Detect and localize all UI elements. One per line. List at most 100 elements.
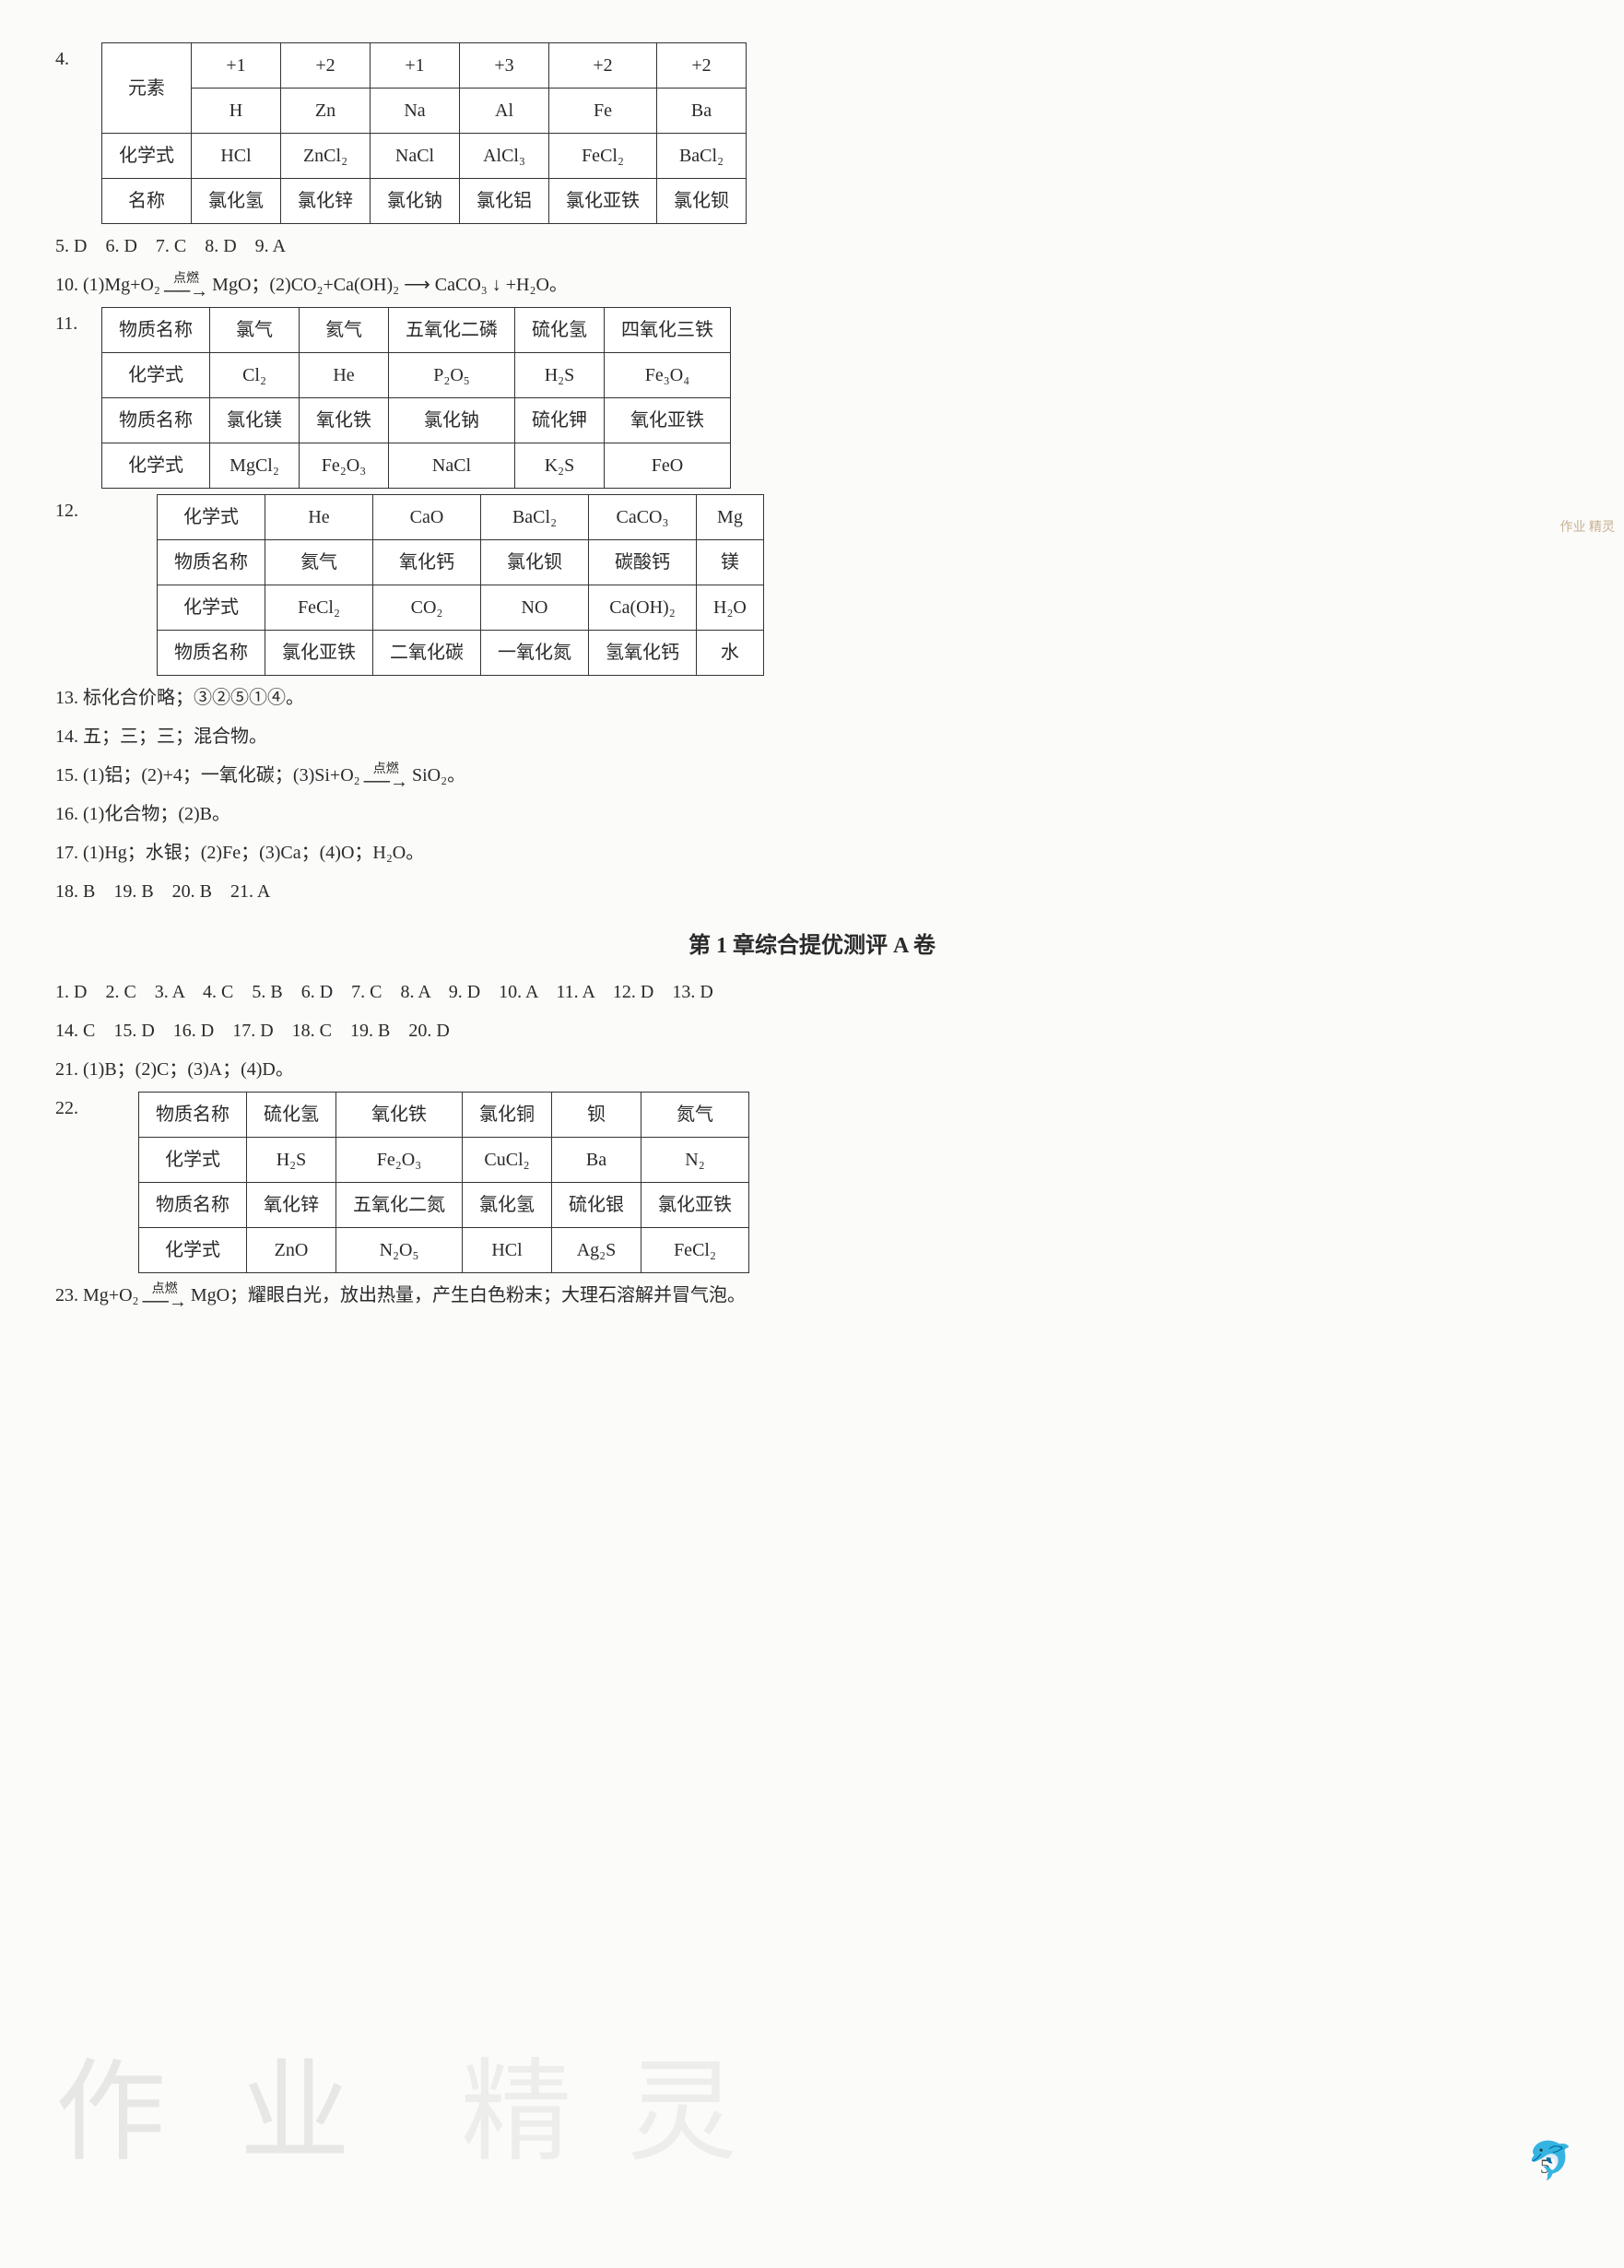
- cell: H: [192, 89, 281, 134]
- cell: N₂: [641, 1138, 749, 1183]
- cell: AlCl₃: [460, 134, 549, 179]
- cell: 氦气: [300, 308, 389, 353]
- text: Mg+O₂: [83, 1279, 138, 1312]
- qnum: 15.: [55, 759, 78, 792]
- question-23: 23. Mg+O₂ 点燃 ──→ MgO；耀眼白光，放出热量，产生白色粉末；大理…: [55, 1279, 1569, 1312]
- question-11: 11. 物质名称 氯气 氦气 五氧化二磷 硫化氢 四氧化三铁 化学式 Cl₂ H…: [55, 307, 1569, 489]
- cell: Na: [371, 89, 460, 134]
- cell: K₂S: [515, 443, 605, 489]
- cell: 氯化铝: [460, 179, 549, 224]
- header: 物质名称: [102, 398, 210, 443]
- q22-table: 物质名称 硫化氢 氧化铁 氯化铜 钡 氮气 化学式 H₂S Fe₂O₃ CuCl…: [138, 1092, 749, 1273]
- cell: 二氧化碳: [373, 631, 481, 676]
- header: 物质名称: [139, 1093, 247, 1138]
- qnum: 22.: [55, 1092, 101, 1125]
- cell: 五氧化二氮: [336, 1183, 463, 1228]
- cell: Fe: [549, 89, 657, 134]
- q11-table: 物质名称 氯气 氦气 五氧化二磷 硫化氢 四氧化三铁 化学式 Cl₂ He P₂…: [101, 307, 731, 489]
- cell: H₂S: [247, 1138, 336, 1183]
- question-16: 16. (1)化合物；(2)B。: [55, 797, 1569, 831]
- cell: 氧化铁: [300, 398, 389, 443]
- cell: 氯化亚铁: [549, 179, 657, 224]
- qnum: 11.: [55, 307, 101, 340]
- question-14: 14. 五；三；三；混合物。: [55, 720, 1569, 753]
- answers-line-2: 14. C 15. D 16. D 17. D 18. C 19. B 20. …: [55, 1014, 1569, 1047]
- question-22: 22. 物质名称 硫化氢 氧化铁 氯化铜 钡 氮气 化学式 H₂S Fe₂O₃ …: [55, 1092, 1569, 1273]
- header: 化学式: [158, 495, 265, 540]
- header: 化学式: [102, 443, 210, 489]
- cell: 氯化钠: [389, 398, 515, 443]
- cell: ZnCl₂: [281, 134, 371, 179]
- header-name: 名称: [102, 179, 192, 224]
- reactant: (1)Mg+O₂: [83, 268, 160, 301]
- header: 化学式: [158, 585, 265, 631]
- cell: BaCl₂: [657, 134, 747, 179]
- cell: 氯化亚铁: [641, 1183, 749, 1228]
- qnum: 23.: [55, 1279, 78, 1312]
- watermark-text-2: 精灵: [461, 2014, 793, 2213]
- cell: 硫化钾: [515, 398, 605, 443]
- cell: H₂O: [697, 585, 764, 631]
- cell: 氢氧化钙: [589, 631, 697, 676]
- cell: 硫化银: [552, 1183, 641, 1228]
- cell: Cl₂: [210, 353, 300, 398]
- header: 物质名称: [139, 1183, 247, 1228]
- reaction-arrow: 点燃 ──→: [364, 763, 408, 787]
- answer-21: 21. (1)B；(2)C；(3)A；(4)D。: [55, 1053, 1569, 1086]
- section-heading: 第 1 章综合提优测评 A 卷: [55, 927, 1569, 966]
- cell: 氧化锌: [247, 1183, 336, 1228]
- cell: NO: [481, 585, 589, 631]
- cell: 氧化钙: [373, 540, 481, 585]
- cell: 氯化镁: [210, 398, 300, 443]
- cell: 碳酸钙: [589, 540, 697, 585]
- cell: Ag₂S: [552, 1228, 641, 1273]
- cell: 氯化氢: [463, 1183, 552, 1228]
- question-4: 4. 元素 +1 +2 +1 +3 +2 +2 H Zn Na Al Fe Ba…: [55, 42, 1569, 224]
- dolphin-icon: 🐬: [1527, 2128, 1573, 2194]
- question-10: 10. (1)Mg+O₂ 点燃 ──→ MgO；(2)CO₂+Ca(OH)₂ ⟶…: [55, 268, 1569, 301]
- cell: 氯化氢: [192, 179, 281, 224]
- cell: 氯化钠: [371, 179, 460, 224]
- cell: ZnO: [247, 1228, 336, 1273]
- cell: +3: [460, 43, 549, 89]
- cell: 氯化钡: [657, 179, 747, 224]
- qnum: 4.: [55, 42, 101, 76]
- header: 化学式: [102, 353, 210, 398]
- cell: FeCl₂: [641, 1228, 749, 1273]
- header: 化学式: [139, 1138, 247, 1183]
- cell: 氯化锌: [281, 179, 371, 224]
- text: SiO₂。: [412, 759, 465, 792]
- cell: 水: [697, 631, 764, 676]
- cell: 氮气: [641, 1093, 749, 1138]
- cell: Al: [460, 89, 549, 134]
- cell: 镁: [697, 540, 764, 585]
- answers-line-1: 1. D 2. C 3. A 4. C 5. B 6. D 7. C 8. A …: [55, 975, 1569, 1009]
- answers-5-9: 5. D 6. D 7. C 8. D 9. A: [55, 230, 1569, 263]
- cell: Ba: [552, 1138, 641, 1183]
- cell: 四氧化三铁: [605, 308, 731, 353]
- cell: 钡: [552, 1093, 641, 1138]
- cell: 氯化亚铁: [265, 631, 373, 676]
- cell: 一氧化氮: [481, 631, 589, 676]
- cell: N₂O₅: [336, 1228, 463, 1273]
- cell: He: [300, 353, 389, 398]
- qnum: 10.: [55, 268, 78, 301]
- cell: FeCl₂: [549, 134, 657, 179]
- cell: 氧化铁: [336, 1093, 463, 1138]
- cell: +2: [281, 43, 371, 89]
- question-12: 12. 化学式 He CaO BaCl₂ CaCO₃ Mg 物质名称 氦气 氧化…: [55, 494, 1569, 676]
- cell: HCl: [192, 134, 281, 179]
- cell: FeO: [605, 443, 731, 489]
- cell: NaCl: [371, 134, 460, 179]
- cell: NaCl: [389, 443, 515, 489]
- cell: P₂O₅: [389, 353, 515, 398]
- header: 化学式: [139, 1228, 247, 1273]
- cell: 五氧化二磷: [389, 308, 515, 353]
- header-element: 元素: [102, 43, 192, 134]
- cell: Zn: [281, 89, 371, 134]
- cell: 氧化亚铁: [605, 398, 731, 443]
- cell: 硫化氢: [515, 308, 605, 353]
- question-15: 15. (1)铝；(2)+4；一氧化碳；(3)Si+O₂ 点燃 ──→ SiO₂…: [55, 759, 1569, 792]
- cell: CaCO₃: [589, 495, 697, 540]
- header: 物质名称: [102, 308, 210, 353]
